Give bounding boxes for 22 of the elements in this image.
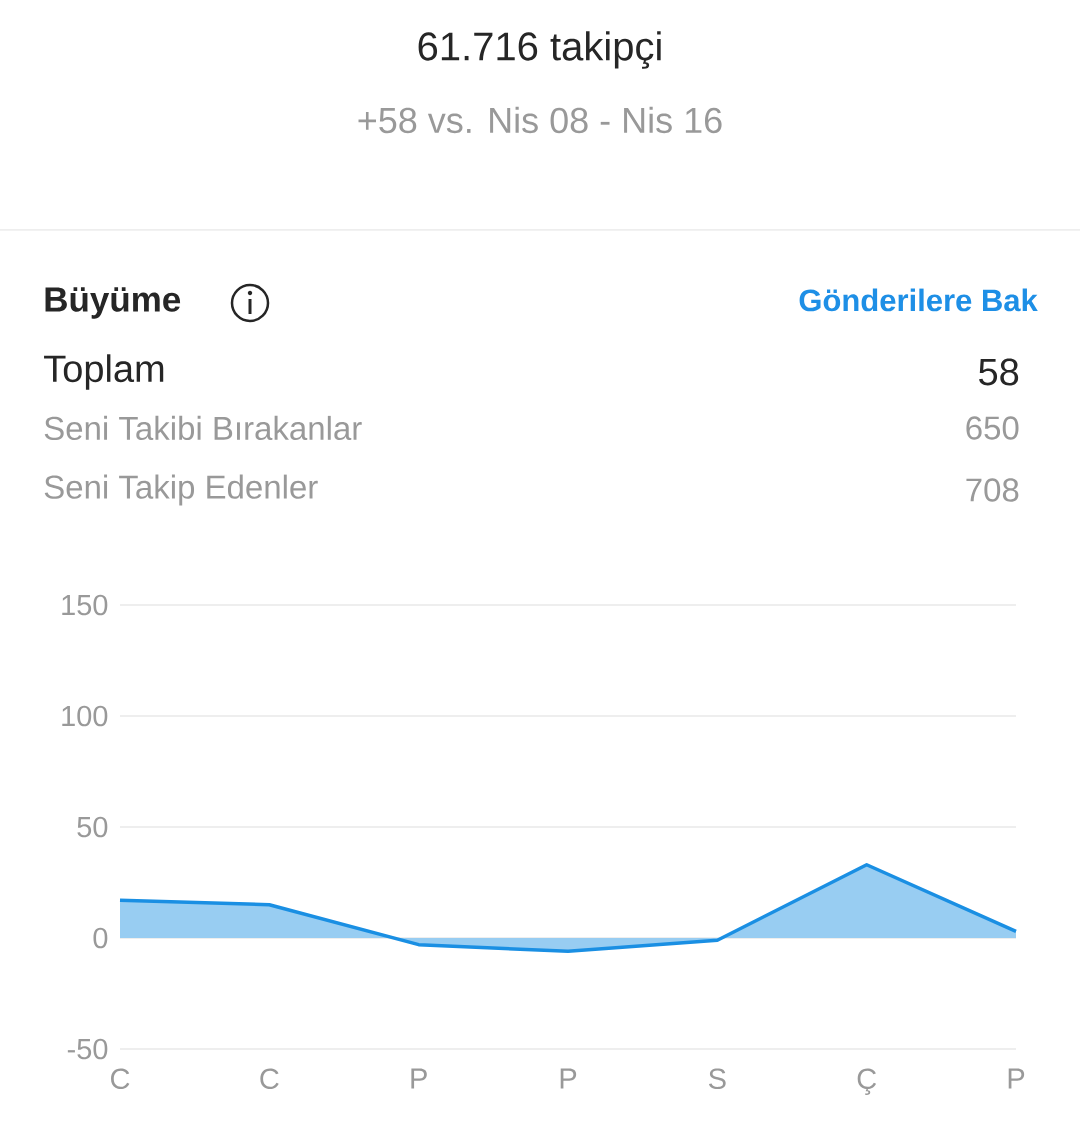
x-tick-label: C: [260, 1068, 279, 1090]
x-tick-label: P: [560, 1068, 577, 1089]
x-tick-label: C: [111, 1068, 130, 1090]
x-tick-label: P: [411, 1068, 427, 1089]
y-tick-label: 0: [93, 927, 108, 949]
text: Seni Takibi Bırakanlar: [44, 415, 362, 441]
y-tick-label: 50: [77, 816, 108, 838]
text: 650: [966, 416, 1019, 440]
x-tick-label: S: [708, 1068, 726, 1090]
x-tick-label: P: [1008, 1068, 1025, 1089]
y-tick-label: 100: [62, 705, 108, 727]
text: Büyüme: [45, 287, 181, 319]
text: Seni Takip Edenler: [44, 474, 318, 506]
text: 58: [979, 358, 1019, 386]
text: Toplam: [44, 354, 164, 390]
text: 708: [966, 478, 1019, 502]
chart-subtitle: +58 vs. Nis 08 - Nis 16: [358, 106, 722, 134]
chart-title: 61.716 takipçi: [418, 31, 661, 69]
y-tick-label: 150: [62, 594, 108, 616]
y-tick-label: -50: [67, 1038, 108, 1060]
text: Gönderilere Bak: [799, 288, 1038, 312]
x-tick-label: Ç: [857, 1068, 877, 1095]
